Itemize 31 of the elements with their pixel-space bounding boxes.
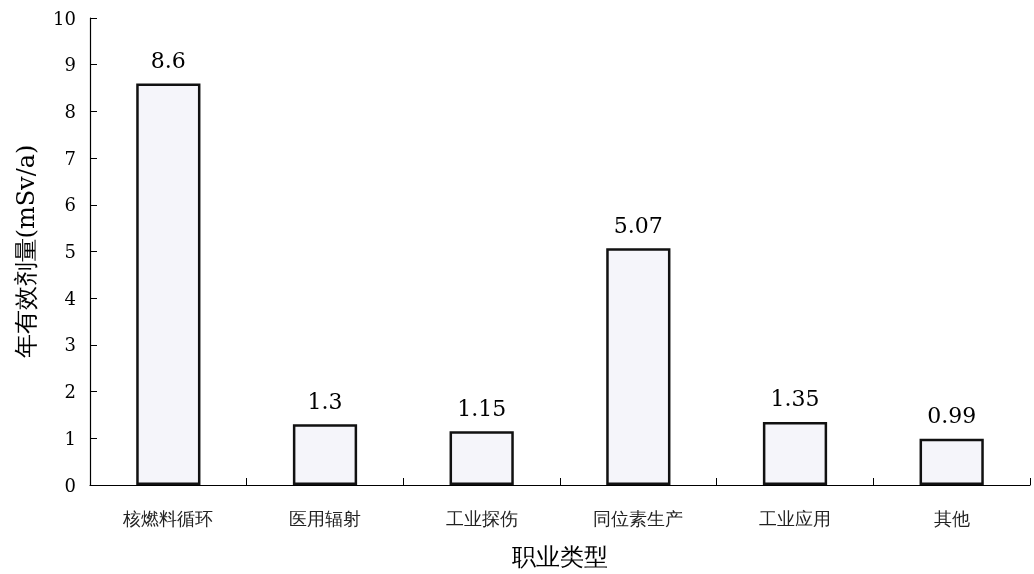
x-tick-label: 核燃料循环 [122,507,214,529]
x-axis-title: 职业类型 [512,543,608,571]
bar [292,424,358,485]
bar [136,83,201,485]
data-label: 8.6 [150,47,186,73]
y-tick-label: 9 [64,54,76,76]
y-tick-label: 10 [53,7,76,29]
bar [762,421,828,485]
y-tick-label: 3 [64,334,76,356]
data-label: 5.07 [613,212,663,238]
y-tick-label: 5 [64,241,76,262]
y-tick-label: 8 [64,100,76,122]
data-label: 1.3 [307,388,343,414]
y-tick-label: 6 [64,194,76,216]
data-label: 0.99 [927,403,977,429]
data-label: 1.35 [770,386,820,412]
y-tick-label: 7 [64,147,76,169]
data-label: 1.15 [457,395,507,421]
x-tick-label: 工业探伤 [445,507,518,529]
bar [449,431,514,485]
y-tick-label: 1 [64,427,76,449]
bar [606,248,671,485]
bar [919,438,984,485]
y-tick-label: 2 [64,381,76,403]
x-tick-label: 工业应用 [759,507,831,529]
x-tick-label: 医用辐射 [289,507,361,529]
x-tick-label: 同位素生产 [593,507,684,529]
y-tick-label: 0 [64,474,76,496]
y-tick-label: 4 [64,287,76,309]
y-axis-title: 年有效剂量(mSv/a) [12,144,40,359]
x-tick-label: 其他 [933,507,970,529]
